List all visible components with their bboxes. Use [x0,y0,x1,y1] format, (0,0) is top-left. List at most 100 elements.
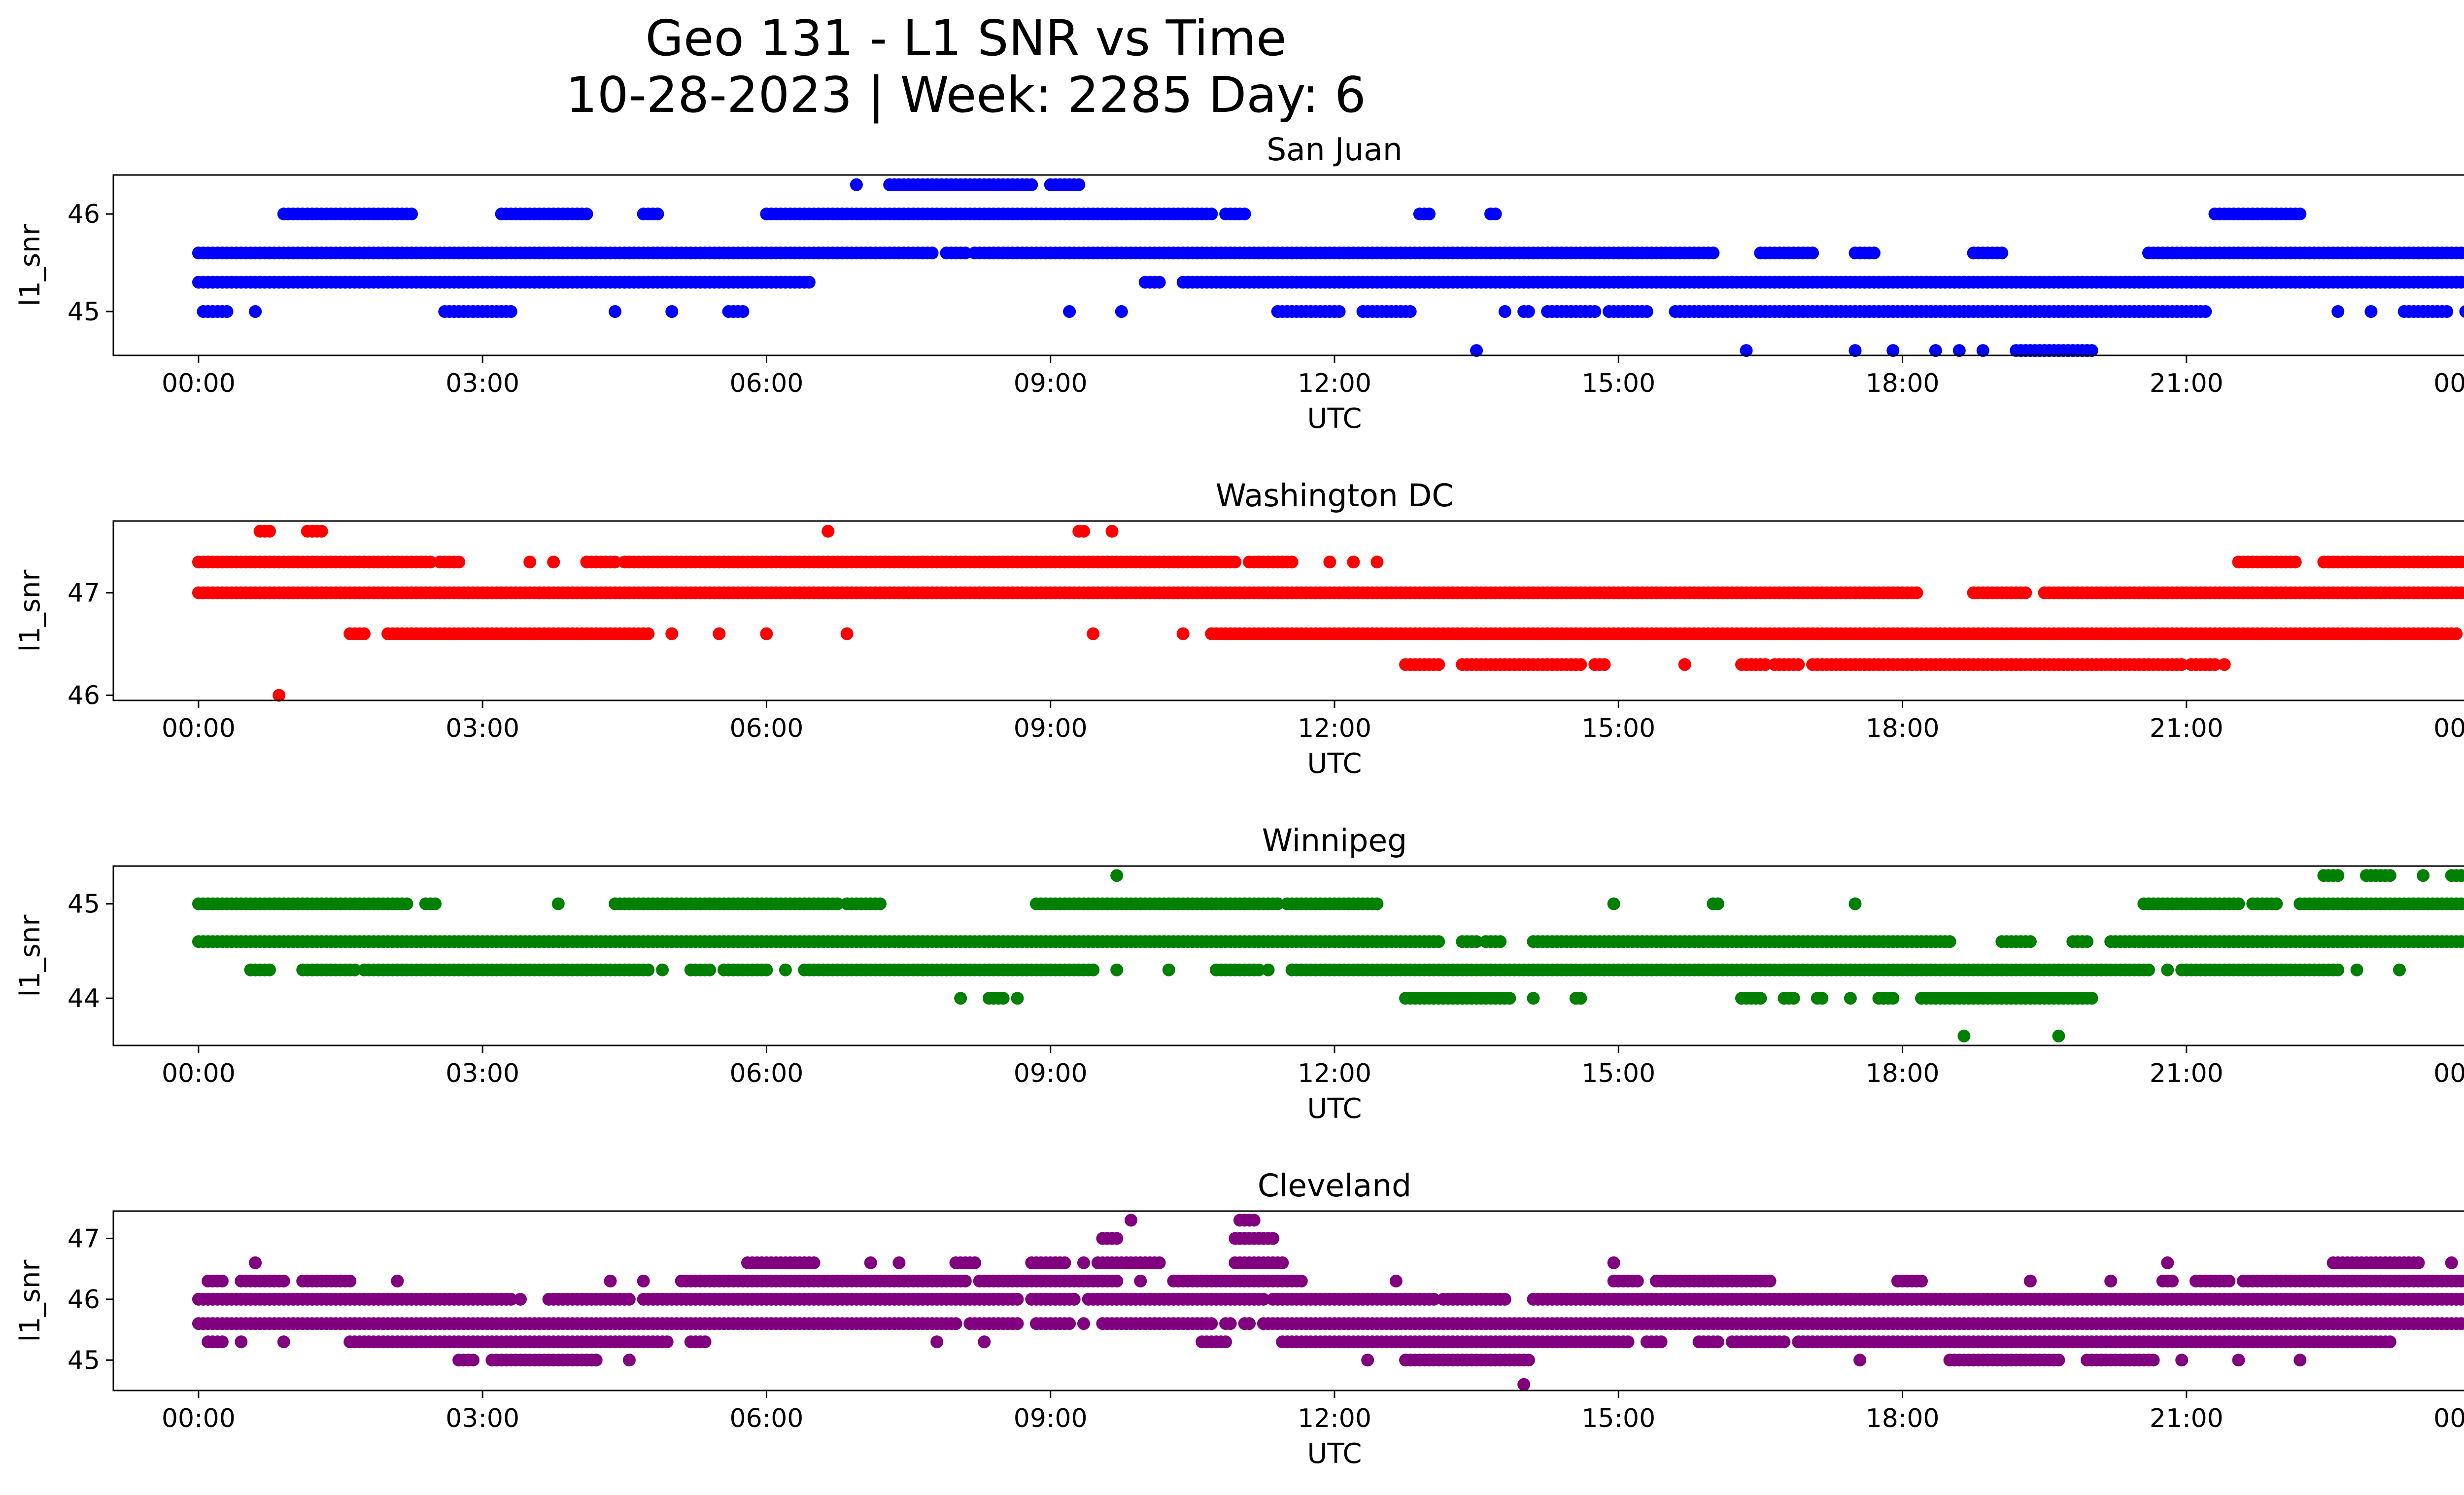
data-point [2393,963,2406,976]
data-point [2459,587,2464,599]
x-axis-label: UTC [1307,748,1362,780]
y-tick-label: 45 [68,297,100,327]
data-point [1243,1317,1256,1330]
data-point [821,524,835,538]
data-point [850,178,863,191]
x-tick-label: 03:00 [445,714,519,743]
data-point [2019,586,2032,599]
data-point [263,524,276,538]
data-point [2350,963,2363,976]
data-point [1707,246,1720,260]
data-point [2364,305,2378,318]
x-tick-label: 18:00 [1866,1059,1940,1088]
data-point [1503,992,1516,1005]
x-axis-label: UTC [1307,403,1362,435]
data-point [2293,208,2307,221]
data-points [192,524,2464,702]
data-point [2052,1029,2065,1043]
data-point [1115,305,1128,318]
data-point [391,1274,404,1287]
data-point [1025,178,1038,191]
data-point [1110,869,1124,882]
x-tick-label: 00:00 [162,714,236,743]
x-tick-label: 03:00 [445,369,519,398]
data-point [263,963,276,976]
axes-frame [112,174,2464,356]
y-axis-label: l1_snr [14,224,46,307]
data-point [954,992,967,1005]
data-points [192,1214,2464,1391]
data-point [840,627,854,640]
x-tick-label: 21:00 [2150,714,2224,743]
data-point [2331,305,2345,318]
data-point [1574,658,1587,671]
data-point [2331,963,2345,976]
data-point [1848,897,1862,910]
data-point [1844,992,1857,1005]
data-point [736,305,750,318]
data-point [1077,524,1090,538]
data-point [1063,1317,1076,1330]
data-point [277,1274,290,1287]
data-point [1494,935,1507,948]
subplot-title: Washington DC [1216,478,1454,514]
data-point [315,524,328,538]
data-point [2218,658,2231,671]
data-point [2223,1274,2236,1287]
data-point [1011,992,1024,1005]
data-point [1063,305,1076,318]
x-axis-label: UTC [1307,1093,1362,1125]
data-point [2023,1274,2037,1287]
data-point [1110,1274,1124,1287]
data-point [2081,935,2094,948]
data-point [2085,992,2098,1005]
data-point [358,627,371,640]
data-point [1262,963,1275,976]
data-point [2440,305,2454,318]
data-points [192,869,2464,1043]
data-point [656,963,669,976]
data-point [1347,556,1360,569]
x-tick-label: 15:00 [1581,369,1655,398]
data-point [1153,276,1166,289]
data-points [192,178,2464,357]
data-point [760,627,773,640]
data-point [504,305,517,318]
data-point [1205,1317,1218,1330]
data-point [1915,1274,1928,1287]
data-point [622,1292,636,1306]
data-point [1754,992,1767,1005]
data-point [1815,992,1829,1005]
data-point [1943,935,1956,948]
data-point [637,1274,650,1287]
y-axis-label: l1_snr [14,569,46,652]
data-point [1219,1335,1232,1349]
data-point [958,1274,972,1287]
data-point [2383,869,2396,882]
figure-title-line2: 10-28-2023 | Week: 2285 Day: 6 [566,66,1366,124]
x-tick-label: 18:00 [1866,714,1940,743]
data-point [220,305,234,318]
x-tick-label: 03:00 [445,1059,519,1088]
data-point [1574,992,1587,1005]
data-point [1205,208,1218,221]
data-point [1848,344,1862,357]
data-point [1498,305,1511,318]
data-point [1011,1317,1024,1330]
data-point [400,897,413,910]
data-point [1285,556,1299,569]
data-point [1087,963,1100,976]
data-point [343,1274,357,1287]
data-point [2023,935,2037,948]
data-point [1640,305,1653,318]
data-point [1711,897,1724,910]
data-point [2166,1274,2179,1287]
data-point [802,276,816,289]
data-point [665,305,679,318]
data-point [1910,586,1923,599]
data-point [1867,246,1881,260]
data-point [1295,1274,1308,1287]
